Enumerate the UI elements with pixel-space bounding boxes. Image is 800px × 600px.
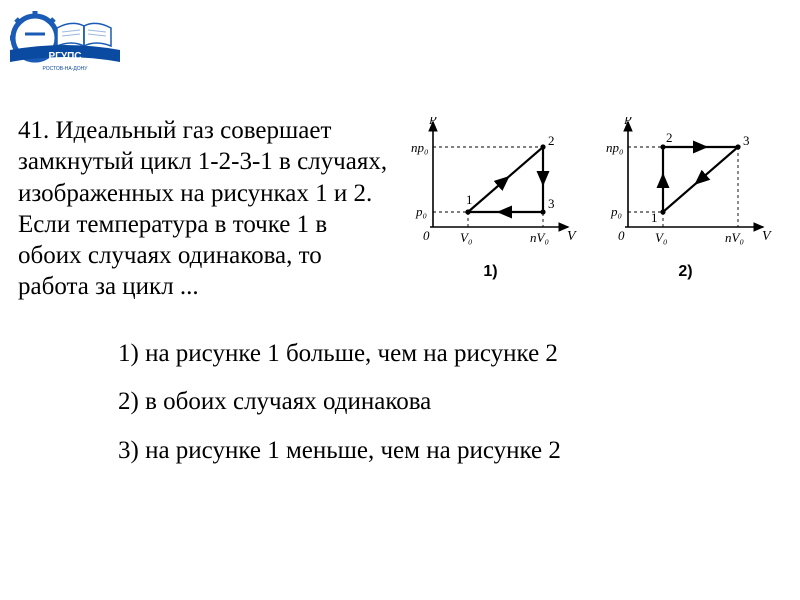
options: 1) на рисунке 1 больше, чем на рисунке 2…	[118, 333, 790, 473]
pt1-label: 1	[466, 192, 473, 207]
diagram-1: 1 2 3 np₀ p₀ 0 V₀ nV₀ p V 1)	[403, 117, 578, 281]
question-body: Идеальный газ совершает замкнутый цикл 1…	[18, 117, 387, 300]
logo-city-text: РОСТОВ-НА-ДОНУ	[43, 66, 89, 72]
pt3-label-2: 3	[743, 133, 750, 148]
option-2: 2) в обоих случаях одинакова	[118, 381, 790, 424]
ytick-p0-1: p₀	[415, 204, 427, 219]
content: 41. Идеальный газ совершает замкнутый ци…	[18, 115, 790, 478]
xtick-v0-2: V₀	[655, 230, 667, 245]
question-number: 41.	[18, 117, 49, 144]
yaxis-2: p	[624, 117, 632, 125]
pt3-label: 3	[548, 196, 555, 211]
pt2-label-2: 2	[666, 130, 673, 145]
diagrams: 1 2 3 np₀ p₀ 0 V₀ nV₀ p V 1)	[403, 115, 773, 281]
ytick-p0-2: p₀	[610, 204, 622, 219]
xtick-nv0-1: nV₀	[530, 230, 549, 245]
pt1-label-2: 1	[651, 210, 658, 225]
question-text: 41. Идеальный газ совершает замкнутый ци…	[18, 115, 393, 303]
pt2-label: 2	[548, 133, 555, 148]
option-3: 3) на рисунке 1 меньше, чем на рисунке 2	[118, 430, 790, 473]
xtick-nv0-2: nV₀	[725, 230, 744, 245]
pv-diagram-2: 1 2 3 np₀ p₀ 0 V₀ nV₀ p V	[598, 117, 773, 252]
xtick-v0-1: V₀	[460, 230, 472, 245]
yaxis-1: p	[429, 117, 437, 125]
logo-org-text: РГУПС	[49, 51, 82, 62]
diagram-1-label: 1)	[403, 263, 578, 281]
logo: РГУПС РОСТОВ-НА-ДОНУ	[10, 10, 120, 70]
option-1: 1) на рисунке 1 больше, чем на рисунке 2	[118, 333, 790, 376]
pv-diagram-1: 1 2 3 np₀ p₀ 0 V₀ nV₀ p V	[403, 117, 578, 252]
origin-2: 0	[618, 228, 625, 243]
xaxis-2: V	[762, 229, 772, 244]
origin-1: 0	[423, 228, 430, 243]
xaxis-1: V	[567, 229, 577, 244]
diagram-2-label: 2)	[598, 263, 773, 281]
question-row: 41. Идеальный газ совершает замкнутый ци…	[18, 115, 790, 303]
ytick-np0-2: np₀	[606, 140, 624, 155]
ytick-np0-1: np₀	[411, 140, 429, 155]
diagram-2: 1 2 3 np₀ p₀ 0 V₀ nV₀ p V 2)	[598, 117, 773, 281]
